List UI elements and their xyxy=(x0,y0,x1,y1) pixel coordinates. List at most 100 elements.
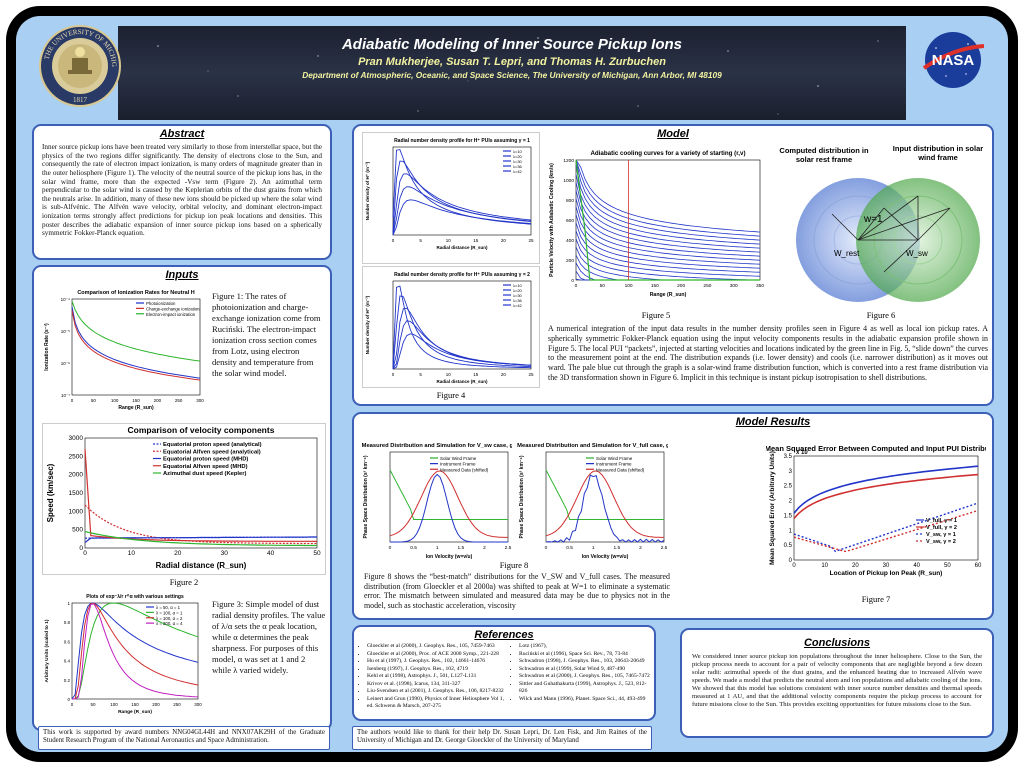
legend-entry: λ=10 xyxy=(513,149,523,154)
x-axis-label: Ion Velocity (w=v/u) xyxy=(426,554,473,560)
y-tick-label: 10⁻⁴ xyxy=(61,297,70,302)
x-tick-label: 20 xyxy=(501,238,507,243)
x-axis-label: Location of Pickup Ion Peak (R_sun) xyxy=(830,570,943,577)
x-tick-label: 0 xyxy=(575,283,578,289)
figure-8b-plot: Measured Distribution and Simulation for… xyxy=(516,430,668,562)
x-tick-label: 25 xyxy=(528,238,534,243)
x-tick-label: 200 xyxy=(154,398,162,403)
inputs-heading: Inputs xyxy=(165,269,199,281)
x-tick-label: 0 xyxy=(71,398,74,403)
legend-entry: V_full, γ = 2 xyxy=(926,525,957,531)
x-tick-label: 0.5 xyxy=(566,545,573,551)
figure-6-right-label: Input distribution in solar wind frame xyxy=(892,144,984,162)
x-tick-label: 50 xyxy=(313,550,321,557)
x-tick-label: 50 xyxy=(944,563,951,569)
y-tick-label: 1.5 xyxy=(784,513,793,519)
legend-entry: λ=10 xyxy=(513,283,523,288)
series-line xyxy=(793,502,979,553)
y-tick-label: 0 xyxy=(789,558,793,564)
y-tick-label: 1200 xyxy=(563,158,574,164)
x-tick-label: 0 xyxy=(389,545,392,551)
x-tick-label: 350 xyxy=(756,283,764,289)
x-tick-label: 100 xyxy=(625,283,633,289)
series-line xyxy=(575,190,761,257)
figure-6-wrest-label: W_rest xyxy=(834,249,860,258)
figure-6-wsw-label: W_sw xyxy=(906,249,928,258)
x-tick-label: 40 xyxy=(913,563,920,569)
y-tick-label: 10⁻⁶ xyxy=(61,361,70,366)
x-tick-label: 200 xyxy=(677,283,685,289)
legend-entry: Equatorial proton speed (MHD) xyxy=(163,457,248,463)
y-tick-label: 2500 xyxy=(69,453,84,460)
figure-7-plot: Mean Squared Error Between Computed and … xyxy=(766,428,986,590)
y-tick-label: 10⁻⁷ xyxy=(61,393,70,398)
x-tick-label: 250 xyxy=(703,283,711,289)
reference-item: Schwadron et al (1999), Solar Wind 9, 48… xyxy=(519,666,654,674)
y-tick-label: 3 xyxy=(789,469,793,475)
series-line xyxy=(392,149,532,225)
x-tick-label: 0 xyxy=(83,550,87,557)
x-tick-label: 10 xyxy=(128,550,136,557)
y-tick-label: 200 xyxy=(566,258,574,264)
y-axis-label: Phase Space Distribution (s³ km⁻⁶) xyxy=(363,455,369,538)
legend-entry: Instrument Frame xyxy=(440,462,476,467)
model-results-heading: Model Results xyxy=(735,416,811,428)
legend-entry: V_full, γ = 1 xyxy=(926,518,957,524)
x-tick-label: 1 xyxy=(436,545,439,551)
series-line xyxy=(389,469,508,520)
references-right-list: Lotz (1967),Ruciński et al (1996), Space… xyxy=(510,643,654,703)
plot-title: Radial number density profile for H⁺ PUI… xyxy=(394,138,530,144)
reference-item: Ruciński et al (1996), Space Sci. Rev., … xyxy=(519,651,654,659)
series-line xyxy=(72,602,199,700)
x-tick-label: 20 xyxy=(852,563,859,569)
series-line xyxy=(71,300,201,362)
series-line xyxy=(392,285,532,369)
series-line xyxy=(575,159,760,281)
y-tick-label: 0.6 xyxy=(64,639,71,644)
x-tick-label: 150 xyxy=(131,702,139,707)
series-line xyxy=(71,602,199,700)
y-tick-label: 0.2 xyxy=(64,678,71,683)
y-exponent-label: x 10 xyxy=(796,450,808,456)
y-tick-label: 0.8 xyxy=(64,620,71,625)
y-axis-label: Number density of H⁺ (m⁻³) xyxy=(365,161,370,220)
x-tick-label: 1.5 xyxy=(613,545,620,551)
plot-area xyxy=(575,159,761,281)
x-tick-label: 40 xyxy=(267,550,275,557)
legend-entry: λ=36 xyxy=(513,298,523,303)
legend-entry: λ = 100, α = 1 xyxy=(156,610,183,615)
x-tick-label: 250 xyxy=(173,702,181,707)
figure-7-caption: Figure 7 xyxy=(861,594,891,604)
figure-6-caption: Figure 6 xyxy=(866,310,896,320)
figure-4-bottom-plot: Radial number density profile for H⁺ PUI… xyxy=(362,266,540,388)
series-line xyxy=(392,199,532,236)
x-axis-label: Range (R_sun) xyxy=(650,292,687,298)
reference-item: Schwadron (1998), J. Geophys. Res., 103,… xyxy=(519,658,654,666)
figure-1-description: Figure 1: The rates of photoionization a… xyxy=(212,291,321,378)
x-tick-label: 25 xyxy=(528,372,534,377)
y-tick-label: 1000 xyxy=(69,508,84,515)
series-line xyxy=(575,159,761,237)
x-tick-label: 30 xyxy=(883,563,890,569)
x-tick-label: 50 xyxy=(91,398,97,403)
series-line xyxy=(575,222,761,273)
legend-entry: Solar Wind Frame xyxy=(596,456,633,461)
y-tick-label: 0 xyxy=(67,697,70,702)
plot-title: Radial number density profile for H⁺ PUI… xyxy=(394,272,530,278)
x-tick-label: 20 xyxy=(174,550,182,557)
x-tick-label: 20 xyxy=(501,372,507,377)
legend-entry: Measured Data (shifted) xyxy=(440,467,489,472)
series-line xyxy=(575,159,761,241)
x-tick-label: 2.5 xyxy=(505,545,512,551)
x-tick-label: 0 xyxy=(392,238,395,243)
poster: Adiabatic Modeling of Inner Source Picku… xyxy=(16,16,1008,752)
x-tick-label: 0.5 xyxy=(410,545,417,551)
x-tick-label: 5 xyxy=(419,372,422,377)
y-tick-label: 0 xyxy=(79,545,83,552)
legend-entry: Instrument Frame xyxy=(596,462,632,467)
starfield xyxy=(157,37,879,115)
legend-entry: Equatorial proton speed (analytical) xyxy=(163,442,262,448)
reference-item: Wilck and Mann (1996), Planet. Space Sci… xyxy=(519,696,654,704)
reference-item: Gloeckler et al (2000), J. Geophys. Res.… xyxy=(367,643,508,651)
y-tick-label: 1 xyxy=(789,528,793,534)
